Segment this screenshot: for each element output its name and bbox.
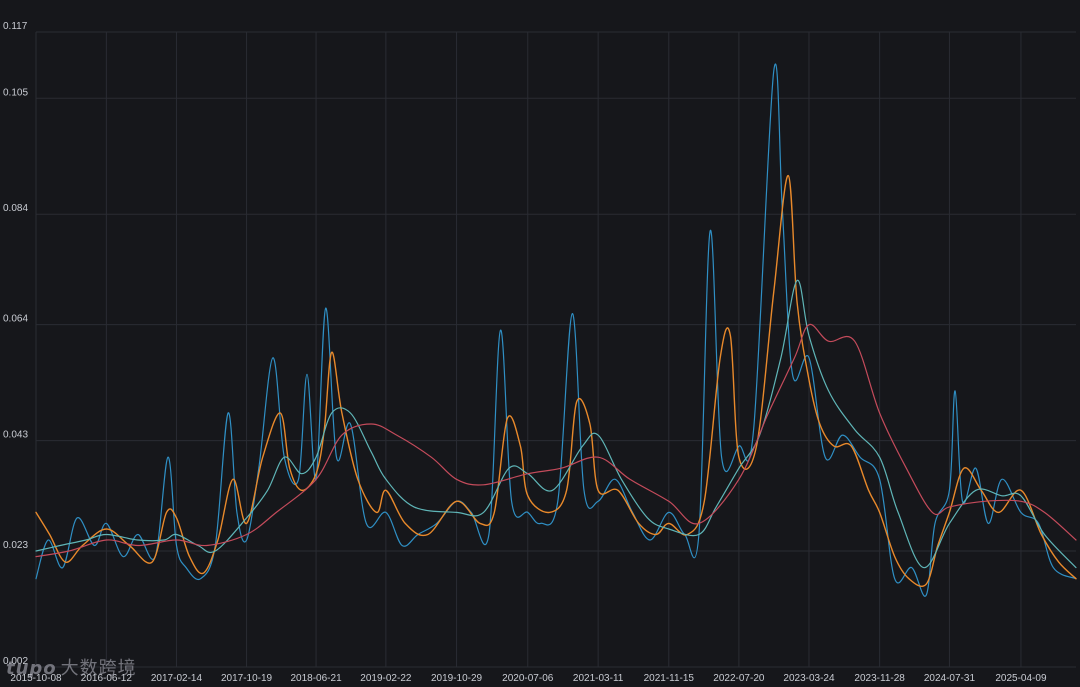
x-tick-label: 2024-07-31 — [924, 673, 976, 684]
x-tick-label: 2022-07-20 — [713, 673, 765, 684]
x-tick-label: 2019-02-22 — [360, 673, 412, 684]
x-tick-label: 2021-03-11 — [573, 673, 624, 684]
y-gridlines — [36, 31, 1076, 668]
y-tick-label: 0.043 — [3, 430, 28, 441]
y-tick-label: 0.117 — [3, 21, 28, 32]
y-tick-label: 0.064 — [3, 314, 28, 325]
x-tick-label: 2020-07-06 — [502, 673, 554, 684]
x-tick-label: 2019-10-29 — [431, 673, 483, 684]
x-gridlines — [35, 32, 1022, 667]
series-line-2 — [35, 174, 1077, 588]
x-tick-label: 2017-02-14 — [151, 673, 203, 684]
x-tick-label: 2023-11-28 — [854, 673, 905, 684]
x-tick-label: 2023-03-24 — [783, 673, 835, 684]
series-layer — [35, 63, 1077, 597]
y-tick-label: 0.002 — [3, 656, 28, 667]
x-tick-label: 2016-06-12 — [81, 673, 133, 684]
x-tick-label: 2025-04-09 — [995, 673, 1047, 684]
x-tick-label: 2018-06-21 — [290, 673, 342, 684]
x-tick-label: 2015-10-08 — [10, 673, 62, 684]
series-line-3 — [35, 279, 1077, 569]
watermark-text: 大数跨境 — [60, 658, 137, 679]
y-tick-label: 0.084 — [3, 203, 28, 214]
y-tick-label: 0.105 — [3, 87, 28, 98]
watermark: tupo 大数跨境 — [6, 654, 137, 680]
x-axis-ticks: 2015-10-08 2016-06-12 2017-02-14 2017-10-19… — [10, 673, 1047, 684]
series-line-4 — [35, 323, 1077, 558]
watermark-logo: tupo — [6, 658, 57, 679]
y-tick-label: 0.023 — [3, 540, 28, 551]
x-tick-label: 2021-11-15 — [644, 673, 695, 684]
x-tick-label: 2017-10-19 — [221, 673, 273, 684]
y-axis-ticks: 0.002 0.023 0.043 0.064 0.084 0.105 0.117 — [3, 21, 28, 667]
